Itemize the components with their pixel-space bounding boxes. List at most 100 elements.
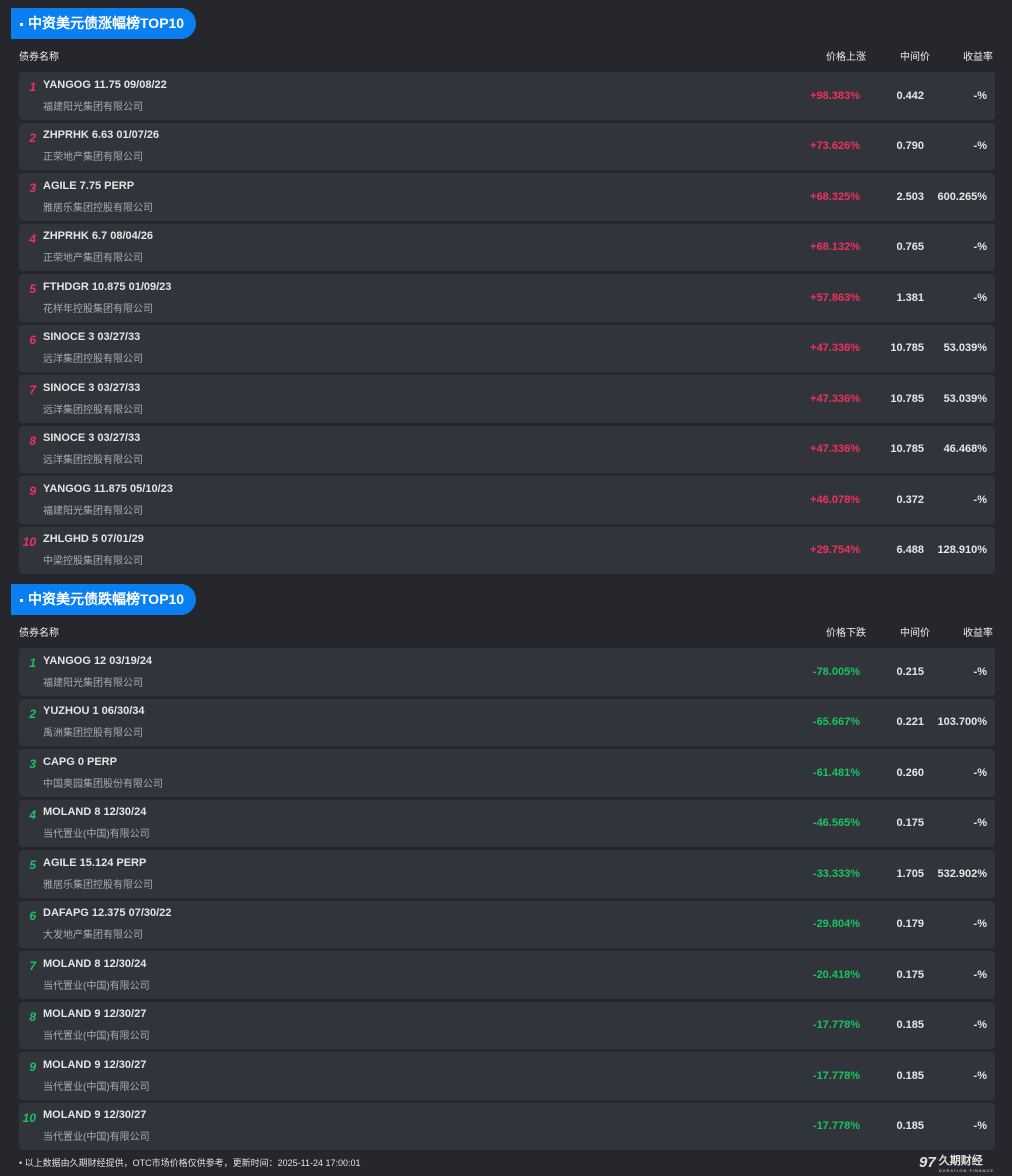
mid-price: 6.488 (896, 544, 924, 557)
logo-mark-icon: 97 (919, 1154, 936, 1171)
mid-price: 0.179 (896, 918, 924, 931)
issuer-name: 远洋集团控股有限公司 (43, 404, 143, 416)
table-row[interactable]: 6 DAFAPG 12.375 07/30/22 大发地产集团有限公司 -29.804… (19, 900, 995, 948)
rank: 5 (29, 282, 36, 296)
mid-price: 0.372 (896, 493, 924, 506)
bond-name: AGILE 15.124 PERP (43, 856, 147, 869)
table-row[interactable]: 5 AGILE 15.124 PERP 雅居乐集团控股有限公司 -33.333% 1.7… (19, 850, 995, 898)
header-change: 价格上涨 (826, 52, 866, 63)
bond-name: CAPG 0 PERP (43, 755, 117, 768)
table-row[interactable]: 8 MOLAND 9 12/30/27 当代置业(中国)有限公司 -17.778% 0.… (19, 1001, 995, 1049)
bond-name: YANGOG 11.75 09/08/22 (43, 78, 167, 91)
header-yield: 收益率 (963, 628, 993, 639)
price-change: +47.336% (810, 443, 860, 456)
table-row[interactable]: 3 CAPG 0 PERP 中国奥园集团股份有限公司 -61.481% 0.260 -% (19, 749, 995, 797)
rank: 7 (29, 959, 36, 973)
footer: • 以上数据由久期财经提供，OTC市场价格仅供参考，更新时间：2025-11-2… (19, 1152, 994, 1173)
table-row[interactable]: 9 YANGOG 11.875 05/10/23 福建阳光集团有限公司 +46.078… (19, 476, 995, 524)
issuer-name: 大发地产集团有限公司 (43, 930, 143, 942)
bond-info: AGILE 7.75 PERP 雅居乐集团控股有限公司 (43, 180, 780, 214)
price-change: +47.336% (810, 392, 860, 405)
table-row[interactable]: 7 MOLAND 8 12/30/24 当代置业(中国)有限公司 -20.418% 0.… (19, 951, 995, 999)
rank: 3 (29, 181, 36, 195)
price-change: +68.325% (810, 190, 860, 203)
bond-info: SINOCE 3 03/27/33 远洋集团控股有限公司 (43, 331, 780, 365)
bond-name: FTHDGR 10.875 01/09/23 (43, 280, 172, 293)
yield: -% (973, 140, 987, 153)
issuer-name: 当代置业(中国)有限公司 (43, 980, 150, 992)
table-row[interactable]: 7 SINOCE 3 03/27/33 远洋集团控股有限公司 +47.336% 10.7… (19, 375, 995, 423)
rank: 3 (29, 757, 36, 771)
rank: 4 (29, 807, 36, 822)
table-row[interactable]: 4 ZHPRHK 6.7 08/04/26 正荣地产集团有限公司 +68.132% 0.… (19, 223, 995, 271)
header-name: 债券名称 (19, 52, 59, 63)
table-row[interactable]: 2 YUZHOU 1 06/30/34 禹洲集团控股有限公司 -65.667% 0.22… (19, 698, 995, 746)
bond-info: MOLAND 9 12/30/27 当代置业(中国)有限公司 (43, 1059, 780, 1093)
price-change: -17.778% (812, 1120, 860, 1133)
price-change: +98.383% (810, 89, 860, 102)
mid-price: 0.765 (896, 241, 924, 254)
price-change: -78.005% (812, 665, 860, 678)
bond-name: MOLAND 8 12/30/24 (43, 806, 147, 819)
rank: 10 (22, 534, 36, 549)
issuer-name: 福建阳光集团有限公司 (43, 101, 143, 113)
rank: 2 (29, 706, 36, 721)
bond-info: DAFAPG 12.375 07/30/22 大发地产集团有限公司 (43, 907, 780, 941)
table-header: 债券名称 价格上涨 中间价 收益率 (19, 39, 995, 72)
price-change: +73.626% (810, 140, 860, 153)
mid-price: 0.185 (896, 1120, 924, 1133)
table-row[interactable]: 10 ZHLGHD 5 07/01/29 中梁控股集团有限公司 +29.754% 6.4… (19, 526, 995, 574)
bond-name: DAFAPG 12.375 07/30/22 (43, 907, 172, 920)
rank: 9 (29, 1060, 36, 1074)
rank: 8 (29, 433, 36, 448)
bond-name: MOLAND 9 12/30/27 (43, 1058, 147, 1071)
yield: 128.910% (937, 544, 987, 557)
table-row[interactable]: 8 SINOCE 3 03/27/33 远洋集团控股有限公司 +47.336% 10.7… (19, 425, 995, 473)
bond-name: AGILE 7.75 PERP (43, 179, 135, 192)
header-mid: 中间价 (900, 52, 930, 63)
bond-info: SINOCE 3 03/27/33 远洋集团控股有限公司 (43, 382, 780, 416)
table-row[interactable]: 2 ZHPRHK 6.63 01/07/26 正荣地产集团有限公司 +73.626% 0… (19, 122, 995, 170)
header-name: 债券名称 (19, 628, 59, 639)
bond-info: YANGOG 11.75 09/08/22 福建阳光集团有限公司 (43, 79, 780, 113)
table-header: 债券名称 价格下跌 中间价 收益率 (19, 615, 995, 648)
issuer-name: 雅居乐集团控股有限公司 (43, 202, 153, 214)
bond-name: MOLAND 9 12/30/27 (43, 1008, 147, 1021)
losers-list: 1 YANGOG 12 03/19/24 福建阳光集团有限公司 -78.005% 0.2… (19, 648, 995, 1150)
rank: 1 (29, 80, 36, 94)
bond-name: SINOCE 3 03/27/33 (43, 432, 141, 445)
price-change: +29.754% (810, 544, 860, 557)
mid-price: 2.503 (896, 190, 924, 203)
issuer-name: 雅居乐集团控股有限公司 (43, 879, 153, 891)
yield: -% (973, 291, 987, 304)
price-change: -61.481% (812, 766, 860, 779)
issuer-name: 中国奥园集团股份有限公司 (43, 778, 163, 790)
price-change: -17.778% (812, 1019, 860, 1032)
mid-price: 0.215 (896, 665, 924, 678)
table-row[interactable]: 6 SINOCE 3 03/27/33 远洋集团控股有限公司 +47.336% 10.7… (19, 324, 995, 372)
table-row[interactable]: 5 FTHDGR 10.875 01/09/23 花样年控股集团有限公司 +57.86… (19, 274, 995, 322)
bond-name: ZHLGHD 5 07/01/29 (43, 533, 144, 546)
rank: 10 (22, 1110, 36, 1125)
table-row[interactable]: 9 MOLAND 9 12/30/27 当代置业(中国)有限公司 -17.778% 0.… (19, 1052, 995, 1100)
mid-price: 0.185 (896, 1069, 924, 1082)
table-row[interactable]: 4 MOLAND 8 12/30/24 当代置业(中国)有限公司 -46.565% 0.… (19, 799, 995, 847)
rank: 8 (29, 1009, 36, 1024)
issuer-name: 福建阳光集团有限公司 (43, 677, 143, 689)
bond-name: SINOCE 3 03/27/33 (43, 331, 141, 344)
table-row[interactable]: 10 MOLAND 9 12/30/27 当代置业(中国)有限公司 -17.778% 0… (19, 1102, 995, 1150)
section-title: 中资美元债跌幅榜TOP10 (11, 584, 197, 615)
table-row[interactable]: 1 YANGOG 11.75 09/08/22 福建阳光集团有限公司 +98.383%… (19, 72, 995, 120)
bond-info: FTHDGR 10.875 01/09/23 花样年控股集团有限公司 (43, 281, 780, 315)
price-change: -29.804% (812, 918, 860, 931)
yield: 600.265% (937, 190, 987, 203)
yield: -% (973, 968, 987, 981)
table-row[interactable]: 1 YANGOG 12 03/19/24 福建阳光集团有限公司 -78.005% 0.2… (19, 648, 995, 696)
yield: -% (973, 493, 987, 506)
table-row[interactable]: 3 AGILE 7.75 PERP 雅居乐集团控股有限公司 +68.325% 2.503… (19, 173, 995, 221)
bond-name: MOLAND 9 12/30/27 (43, 1109, 147, 1122)
rank: 9 (29, 484, 36, 498)
issuer-name: 福建阳光集团有限公司 (43, 505, 143, 517)
header-change: 价格下跌 (826, 628, 866, 639)
mid-price: 0.185 (896, 1019, 924, 1032)
